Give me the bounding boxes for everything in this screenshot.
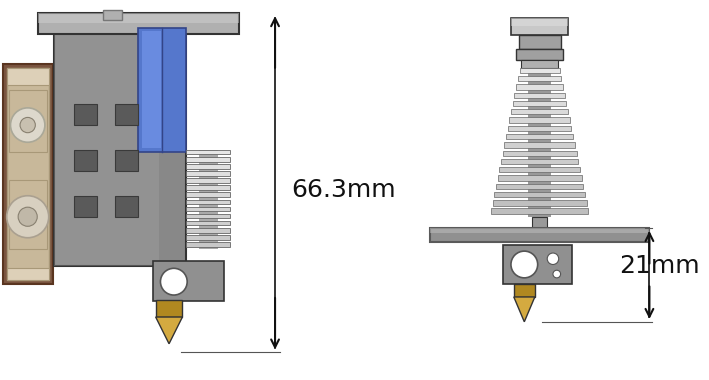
Bar [186, 171, 230, 176]
Bar [143, 32, 162, 148]
Bar [9, 90, 47, 152]
Bar [516, 84, 563, 90]
Bar [186, 178, 230, 183]
Bar [115, 104, 138, 125]
Circle shape [18, 207, 38, 226]
Bar [501, 159, 578, 164]
Polygon shape [514, 297, 535, 322]
Bar [511, 18, 568, 35]
Bar [138, 28, 186, 152]
Bar [186, 185, 230, 190]
Bar [511, 109, 568, 114]
Bar [498, 175, 581, 181]
Circle shape [6, 196, 49, 238]
Bar [521, 60, 558, 68]
Bar [186, 214, 230, 218]
Bar [186, 157, 230, 162]
Bar [6, 68, 49, 280]
Bar [510, 117, 570, 123]
Bar [9, 180, 47, 249]
Bar [508, 126, 571, 131]
Bar [115, 150, 138, 171]
Bar [186, 150, 230, 154]
Bar [74, 150, 97, 171]
Bar [503, 150, 576, 156]
Bar [186, 192, 230, 197]
Bar [532, 217, 547, 228]
Bar [499, 167, 580, 173]
Bar [186, 242, 230, 247]
Bar [494, 192, 585, 197]
Bar [38, 13, 239, 34]
Bar [528, 68, 551, 217]
Bar [430, 228, 649, 233]
Bar [186, 235, 230, 240]
Bar [74, 104, 97, 125]
Circle shape [511, 251, 537, 278]
Bar [491, 209, 588, 214]
Text: 21mm: 21mm [619, 254, 700, 279]
Bar [156, 300, 182, 317]
Bar [6, 68, 49, 85]
Bar [186, 164, 230, 169]
Bar [511, 18, 568, 26]
Bar [513, 101, 566, 106]
Bar [186, 200, 230, 204]
Bar [518, 76, 562, 81]
Bar [6, 268, 49, 280]
Bar [518, 35, 561, 49]
Bar [515, 49, 564, 60]
Bar [514, 283, 535, 297]
Text: 66.3mm: 66.3mm [291, 178, 396, 202]
Bar [430, 228, 649, 242]
Bar [55, 20, 186, 266]
Bar [3, 64, 52, 283]
Bar [55, 20, 160, 266]
Polygon shape [156, 317, 182, 344]
Bar [103, 11, 122, 20]
Circle shape [20, 117, 35, 133]
Bar [115, 196, 138, 217]
Circle shape [11, 108, 45, 142]
Bar [38, 13, 239, 23]
Bar [186, 207, 230, 211]
Bar [186, 221, 230, 225]
Bar [504, 142, 575, 147]
Bar [503, 245, 572, 283]
Circle shape [553, 270, 561, 278]
Bar [515, 93, 564, 98]
Bar [74, 196, 97, 217]
Circle shape [547, 253, 559, 264]
Bar [186, 228, 230, 233]
Bar [493, 200, 586, 206]
Circle shape [160, 268, 187, 295]
Bar [506, 134, 573, 139]
Bar [153, 261, 225, 301]
Bar [520, 68, 559, 73]
Bar [496, 184, 584, 189]
Bar [199, 150, 218, 249]
